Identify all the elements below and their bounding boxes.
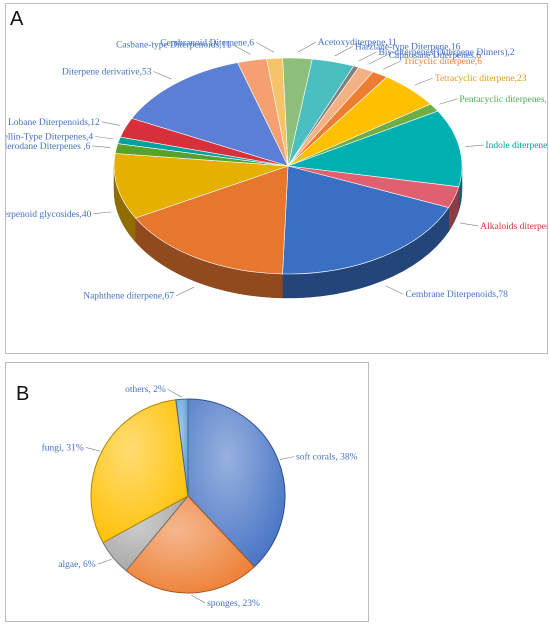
panel-a-letter: A: [10, 8, 24, 30]
pie-a-leader-diterpene-derivative: [153, 71, 172, 80]
pie-a-label-clerodane-diterpenes: Clerodane Diterpenes ,6: [6, 142, 91, 152]
pie-b-leader-sponges: [190, 594, 206, 604]
pie-b-label-algae: algae, 6%: [58, 560, 96, 570]
pie-b-leader-soft-corals: [279, 456, 295, 460]
pie-a-label-capnosane-diterpenes: Capnosane Diterpenes,6: [389, 51, 482, 61]
pie-b-slice-fungi: [90, 399, 189, 544]
pie-b-leader-others: [167, 388, 182, 398]
pie-a-leader-tricyclic-diterpene: [383, 60, 402, 70]
pie-a-label-alkaloids-diterpene: Alkaloids diterpene,13: [480, 222, 547, 232]
pie-a-label-cembranoid-diterpene: Cembranoid Diterpene,6: [160, 38, 254, 48]
pie-b-labels: soft corals, 38% sponges, 23% algae, 6% fun…: [42, 385, 358, 609]
pie-a-slice-cembrane-diterpenoids: [282, 165, 450, 275]
pie-b-slice-soft-corals: [187, 398, 286, 568]
pie-a-leader-pentacyclic-diterpenes: [439, 98, 458, 105]
pie-a-leader-harziane-type-diterpene: [334, 46, 354, 57]
pie-b-slice-others: [175, 398, 189, 497]
pie-a-label-cembrane-diterpenoids: Cembrane Diterpenoids,78: [405, 290, 508, 300]
pie-a-label-diterpenoid-glycosides: Diterpenoid glycosides,40: [6, 210, 92, 220]
pie-chart-b: soft corals, 38% sponges, 23% algae, 6% fun…: [42, 385, 358, 609]
pie-a-leader-indole-diterpenes: [465, 144, 484, 148]
pie-a-leader-bis-diterpenes-diterpene-dimers: [358, 51, 377, 62]
pie-a-leader-naphthene-diterpene: [175, 286, 195, 297]
pie-a-slice-diterpenoid-glycosides: [113, 153, 289, 219]
pie-a-label-harziane-type-diterpene: Harziane-type Diterpene,16: [355, 42, 461, 52]
pie-chart-a: Harziane-type Diterpene,16Bis-diterpenes…: [0, 38, 550, 302]
pie-b-slices: [90, 398, 286, 594]
pie-a-label-indole-diterpenes: Indole diterpenes,47: [485, 141, 547, 151]
pie-a-leader-lobane-diterpenoids: [101, 121, 120, 126]
pie-b-slice-sponges: [125, 495, 256, 594]
pie-a-label-diterpene-derivative: Diterpene derivative,53: [62, 67, 152, 77]
pie-a-label-tricyclic-diterpene: Tricyclic diterpene,6: [403, 57, 482, 67]
pie-a-label-pentacyclic-diterpenes: Pentacyclic diterpenes,5: [459, 95, 547, 105]
panel-b-letter: B: [16, 383, 30, 405]
panel-a: A Harziane-type Diterpene,16 Bis-diterpen…: [0, 3, 550, 354]
pie-a-slice-indole-diterpenes: [287, 110, 463, 188]
pie-a-leader-capnosane-diterpenes: [368, 54, 387, 65]
pie-a-slice-diterpene-derivative: [131, 62, 289, 167]
pie-a-leader-alkaloids-diterpene: [460, 222, 479, 227]
pie-a-label-tetracyclic-diterpene: Tetracyclic diterpene,23: [435, 74, 527, 84]
pie-b-label-fungi: fungi, 31%: [42, 442, 84, 453]
pie-b-leader-fungi: [85, 447, 100, 452]
pie-a-leader-eunicellin-type-diterpenes: [95, 136, 114, 140]
pie-a-label-casbane-type-diterpenoids: Casbane-type Diterpenoids,11: [116, 41, 231, 51]
pie-a-leader-cembrane-diterpenoids: [385, 285, 404, 295]
pie-b-label-soft-corals: soft corals, 38%: [296, 452, 358, 463]
panel-b: B soft corals, 38% sponges, 23% algae, 6% f…: [5, 362, 369, 622]
pie-b-label-sponges: sponges, 23%: [207, 599, 260, 609]
pie-b-label-others: others, 2%: [125, 385, 166, 395]
pie-a-leader-tetracyclic-diterpene: [414, 77, 433, 86]
pie-a-label-naphthene-diterpene: Naphthene diterpene,67: [83, 292, 174, 302]
pie-a-labels: Harziane-type Diterpene,16Bis-diterpenes…: [0, 38, 550, 302]
pie-a-label-bis-diterpenes-diterpene-dimers: Bis-diterpenes(Diterpene Dimers),2: [379, 47, 515, 58]
pie-a-label-lobane-diterpenoids: Lobane Diterpenoids,12: [8, 118, 100, 128]
pie-a-leader-casbane-type-diterpenoids: [232, 44, 251, 55]
pie-a-leader-cembranoid-diterpene: [256, 42, 275, 53]
pie-a-label-acetoxyditerpene: Acetoxyditerpene,11: [318, 38, 397, 48]
pie-a-slice-acetoxyditerpene: [282, 57, 313, 167]
pie-a-slice-naphthene-diterpene: [134, 165, 289, 275]
pie-a-leader-acetoxyditerpene: [297, 41, 316, 53]
pie-b-leader-algae: [97, 558, 112, 565]
pie-a-leader-clerodane-diterpenes: [92, 145, 111, 148]
pie-a-leader-diterpenoid-glycosides: [93, 211, 112, 215]
pie-a-tops: [113, 57, 463, 275]
pie-a-label-eunicellin-type-diterpenes: Eunicellin-Type Diterpenes,4: [6, 132, 93, 142]
